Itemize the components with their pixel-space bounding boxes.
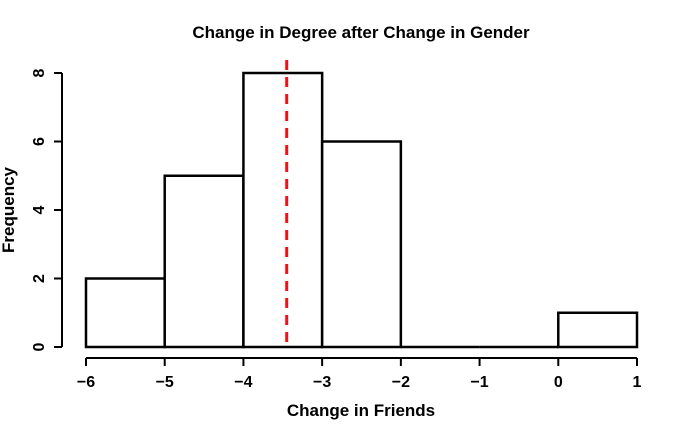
x-tick-label-4: −2	[392, 374, 410, 391]
histogram-bar-6	[557, 311, 639, 349]
x-axis-label: Change in Friends	[287, 401, 435, 420]
x-tick-label-7: 1	[633, 374, 642, 391]
y-tick-label-2: 4	[31, 205, 48, 214]
histogram-bar-3	[320, 140, 403, 349]
x-axis: −6 −5 −4 −3 −2 −1 0 1	[77, 357, 642, 391]
x-tick-label-6: 0	[554, 374, 563, 391]
histogram-bars	[84, 71, 639, 349]
histogram-bar-1	[163, 174, 245, 349]
x-tick-label-2: −4	[234, 374, 252, 391]
histogram-bar-0	[84, 277, 166, 349]
y-tick-label-4: 8	[31, 68, 48, 77]
x-tick-label-3: −3	[313, 374, 331, 391]
y-tick-label-0: 0	[31, 342, 48, 351]
x-tick-label-0: −6	[77, 374, 95, 391]
y-axis-label: Frequency	[0, 166, 18, 253]
y-axis: 0 2 4 6 8	[31, 68, 63, 351]
x-tick-label-5: −1	[470, 374, 488, 391]
chart-title: Change in Degree after Change in Gender	[192, 23, 530, 42]
y-tick-label-1: 2	[31, 274, 48, 283]
histogram-bar-2	[242, 71, 324, 349]
x-tick-label-1: −5	[156, 374, 174, 391]
y-tick-label-3: 6	[31, 137, 48, 146]
